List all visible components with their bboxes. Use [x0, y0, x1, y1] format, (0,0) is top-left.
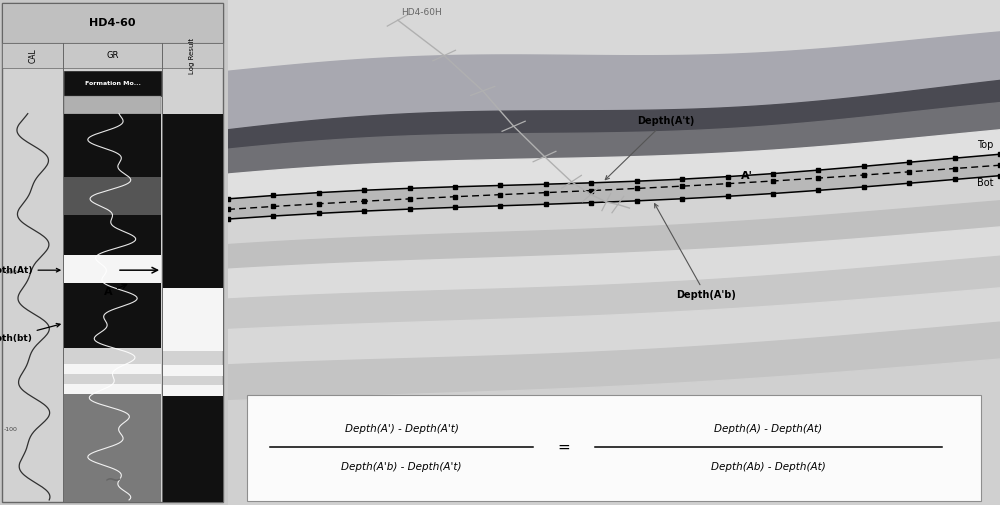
Text: Bot: Bot — [977, 178, 994, 188]
Bar — [162, 396, 223, 502]
Text: Depth(A') - Depth(A't): Depth(A') - Depth(A't) — [345, 424, 459, 434]
Bar — [64, 283, 161, 348]
Text: Depth(A't): Depth(A't) — [605, 116, 695, 180]
Text: Top: Top — [977, 140, 994, 150]
Bar — [64, 215, 161, 255]
Text: A': A' — [741, 171, 753, 181]
Text: GR: GR — [106, 51, 119, 60]
Bar — [64, 394, 161, 502]
Bar — [64, 96, 161, 114]
Bar — [2, 43, 223, 68]
Text: Formation Mo...: Formation Mo... — [85, 81, 140, 86]
Text: A: A — [104, 284, 127, 297]
Bar — [162, 288, 223, 351]
Bar — [162, 365, 223, 376]
Text: HD4-60H: HD4-60H — [401, 8, 441, 17]
Bar — [162, 385, 223, 396]
Bar — [64, 71, 161, 96]
Text: Depth(A'b) - Depth(A't): Depth(A'b) - Depth(A't) — [341, 462, 462, 472]
Text: Depth(A'b): Depth(A'b) — [655, 204, 736, 300]
Bar — [64, 177, 161, 215]
Text: Depth(bt): Depth(bt) — [0, 323, 60, 343]
Bar — [64, 384, 161, 394]
Bar — [162, 114, 223, 288]
Text: Depth(At): Depth(At) — [0, 266, 60, 275]
Text: -100: -100 — [4, 427, 18, 432]
Text: Log Result: Log Result — [189, 37, 195, 74]
Text: HD4-60: HD4-60 — [89, 18, 136, 28]
Text: ~: ~ — [103, 470, 122, 490]
Text: CAL: CAL — [28, 48, 37, 63]
Text: =: = — [557, 439, 570, 455]
Bar — [64, 114, 161, 177]
Bar — [2, 3, 223, 43]
Bar — [247, 395, 981, 501]
Bar — [64, 364, 161, 374]
Text: -000: -000 — [4, 270, 18, 275]
Text: Depth(Ab) - Depth(At): Depth(Ab) - Depth(At) — [711, 462, 826, 472]
Text: Depth(A) - Depth(At): Depth(A) - Depth(At) — [714, 424, 822, 434]
Bar — [64, 255, 161, 283]
